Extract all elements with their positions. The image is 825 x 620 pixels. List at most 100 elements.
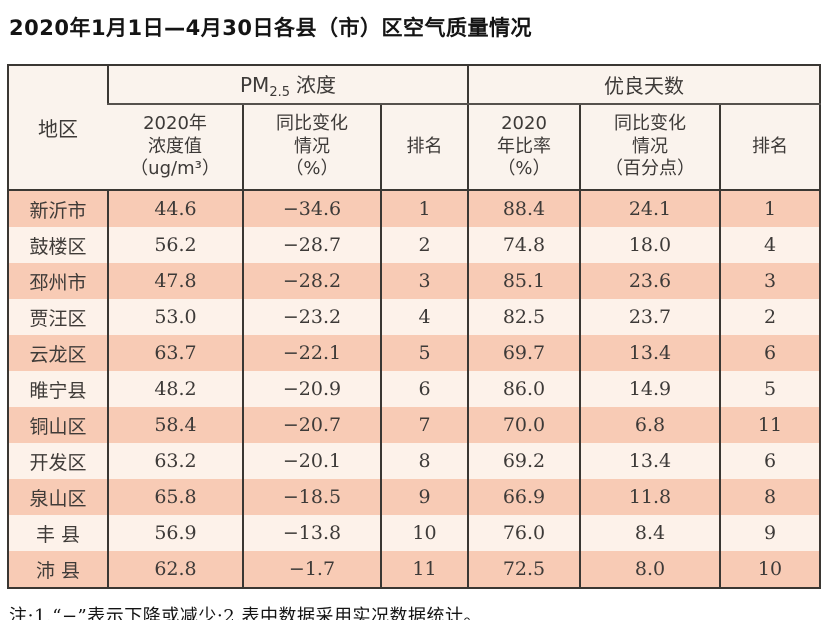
value-cell: 23.7 [579,299,720,335]
value-cell: 85.1 [467,263,580,299]
region-cell: 新沂市 [29,199,87,222]
table-body: 新沂市 44.6 −34.6 1 88.4 24.1 1 鼓楼区 56.2 −28.7 2 74.8 1… [8,190,821,588]
value-cell: 8 [380,443,468,479]
value-cell: 11 [718,407,821,443]
value-cell: 56.9 [107,515,243,551]
region-cell: 沛 县 [35,559,81,582]
value-cell: −20.9 [242,371,381,407]
value-cell: 8.4 [579,515,720,551]
value-cell: −20.7 [242,407,381,443]
value-cell: 63.2 [107,443,243,479]
region-cell: 邳州市 [29,271,87,294]
value-cell: −13.8 [242,515,381,551]
value-cell: 6.8 [579,407,720,443]
value-cell: −22.1 [242,335,381,371]
value-cell: 3 [718,263,821,299]
value-cell: 2 [380,227,468,263]
value-cell: 4 [380,299,468,335]
value-cell: 82.5 [467,299,580,335]
sub-header-row: 2020年 浓度值 （ug/m³） 同比变化 情况 （%） 排名 2020 年比… [8,104,821,191]
value-cell: 11.8 [579,479,720,515]
value-cell: 7 [380,407,468,443]
value-cell: 72.5 [467,551,580,588]
group-header-row: 地区 PM2.5 浓度 优良天数 [8,65,821,191]
header-good-days-group: 优良天数 [466,65,821,105]
value-cell: 8.0 [579,551,720,588]
value-cell: 8 [718,479,821,515]
value-cell: 48.2 [107,371,243,407]
value-cell: 69.2 [467,443,580,479]
region-cell: 云龙区 [29,343,87,366]
region-cell: 睢宁县 [29,379,87,402]
value-cell: 63.7 [107,335,243,371]
header-pm25-change: 同比变化 情况 （%） [242,104,381,191]
pm-subscript: 2.5 [269,85,290,100]
value-cell: 14.9 [579,371,720,407]
value-cell: 2 [718,299,821,335]
region-cell: 丰 县 [35,523,81,546]
value-cell: 66.9 [467,479,580,515]
value-cell: 6 [380,371,468,407]
header-pm25-group: PM2.5 浓度 [107,65,468,105]
value-cell: 53.0 [107,299,243,335]
table-row: 铜山区 58.4 −20.7 7 70.0 6.8 11 [8,407,821,443]
value-cell: 5 [718,371,821,407]
value-cell: 24.1 [579,190,720,227]
value-cell: 9 [718,515,821,551]
header-region: 地区 [8,65,108,191]
value-cell: 6 [718,335,821,371]
value-cell: 74.8 [467,227,580,263]
header-pm25-rank: 排名 [380,104,468,191]
pm-label: PM [239,73,270,97]
table-row: 云龙区 63.7 −22.1 5 69.7 13.4 6 [8,335,821,371]
header-gooddays-ratio: 2020 年比率 （%） [467,104,580,191]
value-cell: 47.8 [107,263,243,299]
value-cell: 23.6 [579,263,720,299]
region-cell: 鼓楼区 [29,235,87,258]
header-gooddays-rank: 排名 [718,104,821,191]
table-row: 泉山区 65.8 −18.5 9 66.9 11.8 8 [8,479,821,515]
value-cell: 9 [380,479,468,515]
value-cell: 1 [380,190,468,227]
value-cell: 10 [718,551,821,588]
region-cell: 铜山区 [29,415,87,438]
value-cell: 11 [380,551,468,588]
table-row: 贾汪区 53.0 −23.2 4 82.5 23.7 2 [8,299,821,335]
table-row: 邳州市 47.8 −28.2 3 85.1 23.6 3 [8,263,821,299]
table-header: 地区 PM2.5 浓度 优良天数 2020年 浓度值 （ug/m³） 同比变化 情… [8,65,821,191]
value-cell: 62.8 [107,551,243,588]
table-row: 鼓楼区 56.2 −28.7 2 74.8 18.0 4 [8,227,821,263]
header-gooddays-change: 同比变化 情况 （百分点） [579,104,720,191]
value-cell: 10 [380,515,468,551]
air-quality-table: 地区 PM2.5 浓度 优良天数 2020年 浓度值 （ug/m³） 同比变化 情… [7,64,822,589]
region-cell: 贾汪区 [29,307,87,330]
header-pm25-value: 2020年 浓度值 （ug/m³） [108,104,243,191]
value-cell: 70.0 [467,407,580,443]
value-cell: 3 [380,263,468,299]
region-cell: 开发区 [29,451,87,474]
value-cell: 86.0 [467,371,580,407]
value-cell: 13.4 [579,335,720,371]
pm-suffix-label: 浓度 [296,73,336,97]
value-cell: 44.6 [107,190,243,227]
value-cell: 88.4 [467,190,580,227]
value-cell: 76.0 [467,515,580,551]
value-cell: 6 [718,443,821,479]
value-cell: −20.1 [242,443,381,479]
value-cell: 13.4 [579,443,720,479]
value-cell: −34.6 [242,190,381,227]
value-cell: 1 [718,190,821,227]
region-cell: 泉山区 [29,487,87,510]
value-cell: 56.2 [107,227,243,263]
table-row: 丰 县 56.9 −13.8 10 76.0 8.4 9 [8,515,821,551]
value-cell: −18.5 [242,479,381,515]
value-cell: 69.7 [467,335,580,371]
value-cell: 65.8 [107,479,243,515]
footnote: 注:1.“−”表示下降或减少;2.表中数据采用实况数据统计。 [9,606,482,620]
value-cell: 58.4 [107,407,243,443]
table-row: 沛 县 62.8 −1.7 11 72.5 8.0 10 [8,551,821,588]
value-cell: −28.2 [242,263,381,299]
value-cell: 5 [380,335,468,371]
value-cell: 18.0 [579,227,720,263]
